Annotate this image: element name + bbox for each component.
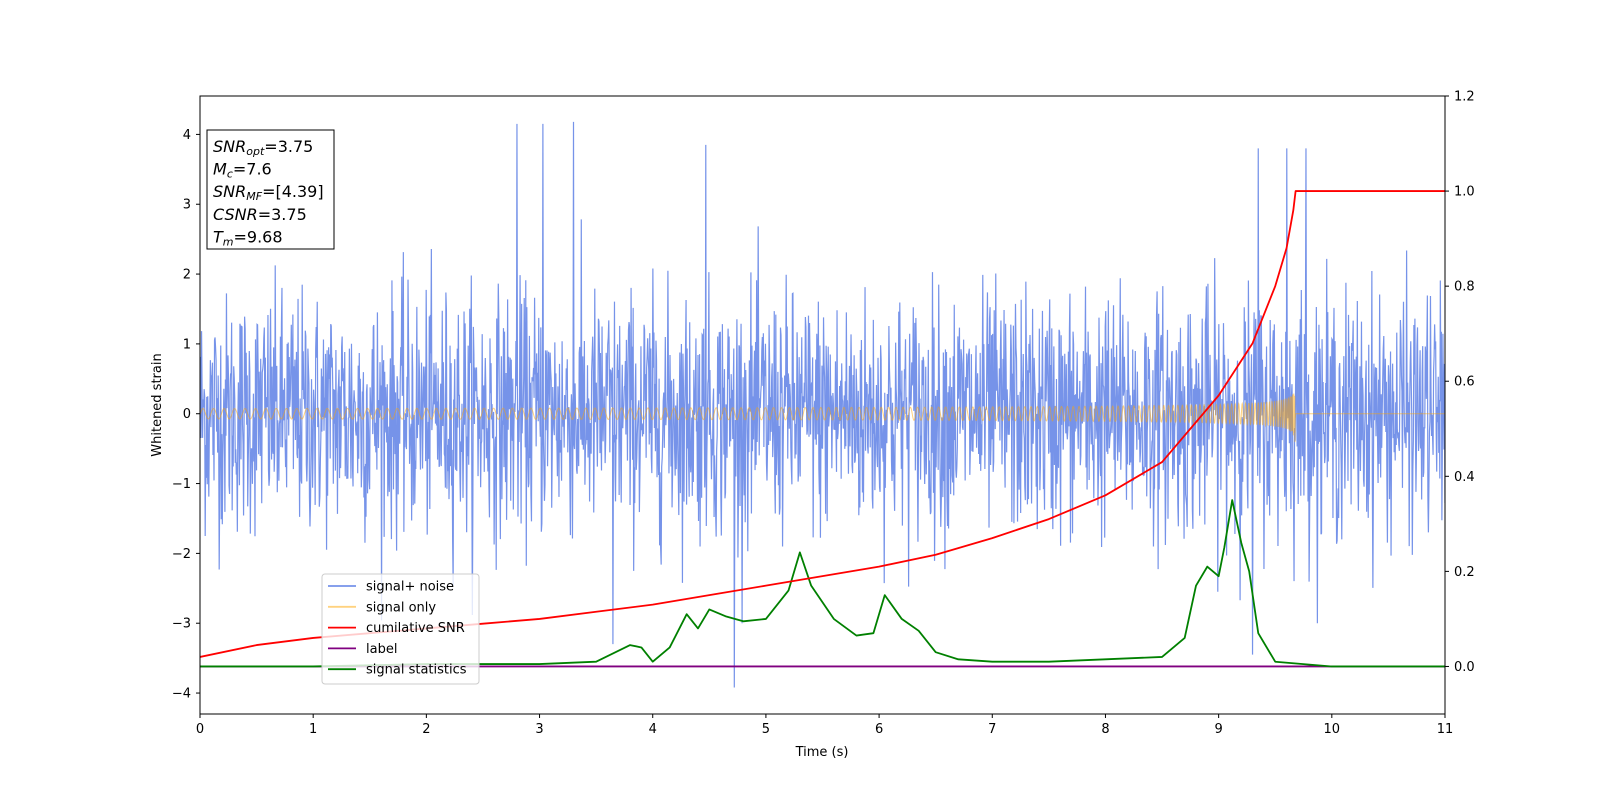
tick-marks: 0 1 2 3 4 5 6 7 8 9 10 11 −4 −3 −2 −1 0 1 2 3 4 0.0 0.2 0.4 0.6 0… (172, 90, 1475, 738)
legend: signal+ noise signal only cumilative SNR la… (321, 573, 480, 685)
x-tick-label: 9 (1214, 722, 1222, 737)
y-axis-label: Whitened strain (150, 353, 165, 456)
info-line: CSNR=3.75 (213, 205, 307, 224)
y2-tick-label: 1.0 (1454, 185, 1475, 200)
y2-tick-label: 0.8 (1454, 280, 1475, 295)
x-tick-label: 7 (988, 722, 996, 737)
series-signal-noise (200, 121, 1445, 688)
y2-tick-label: 1.2 (1454, 90, 1475, 105)
x-tick-label: 11 (1437, 722, 1454, 737)
y-tick-label: 3 (183, 198, 191, 213)
x-tick-label: 10 (1324, 722, 1341, 737)
info-line: SNRMF=[4.39] (213, 182, 324, 203)
y-tick-label: −2 (172, 547, 191, 562)
info-line: SNRopt=3.75 (213, 137, 313, 158)
legend-label: label (366, 642, 397, 657)
y-tick-label: 4 (183, 128, 191, 143)
y2-tick-label: 0.2 (1454, 565, 1475, 580)
y-tick-label: −4 (172, 687, 191, 702)
x-tick-label: 8 (1101, 722, 1109, 737)
y-tick-label: −3 (172, 617, 191, 632)
x-tick-label: 5 (762, 722, 770, 737)
series-signal-statistics (200, 499, 1445, 668)
y2-tick-label: 0.0 (1454, 660, 1475, 675)
x-tick-label: 0 (196, 722, 204, 737)
x-tick-label: 4 (649, 722, 657, 737)
legend-label: signal+ noise (366, 580, 454, 595)
series-signal-only (200, 393, 1445, 443)
x-axis-label: Time (s) (795, 745, 849, 760)
y2-tick-label: 0.6 (1454, 375, 1475, 390)
y-tick-label: −1 (172, 477, 191, 492)
y2-tick-label: 0.4 (1454, 470, 1475, 485)
x-tick-label: 6 (875, 722, 883, 737)
info-box-frame (206, 129, 335, 250)
x-tick-label: 2 (422, 722, 430, 737)
x-tick-label: 3 (535, 722, 543, 737)
y-tick-label: 0 (183, 407, 191, 422)
legend-label: signal only (366, 600, 436, 615)
legend-label: cumilative SNR (366, 621, 465, 636)
y-tick-label: 1 (183, 337, 191, 352)
info-line: Mc=7.6 (213, 160, 272, 181)
x-tick-label: 1 (309, 722, 317, 737)
legend-frame (321, 573, 480, 685)
y-tick-label: 2 (183, 268, 191, 283)
legend-label: signal statistics (366, 663, 467, 678)
info-line: Tm=9.68 (213, 227, 283, 248)
axes-frame (199, 95, 1446, 715)
